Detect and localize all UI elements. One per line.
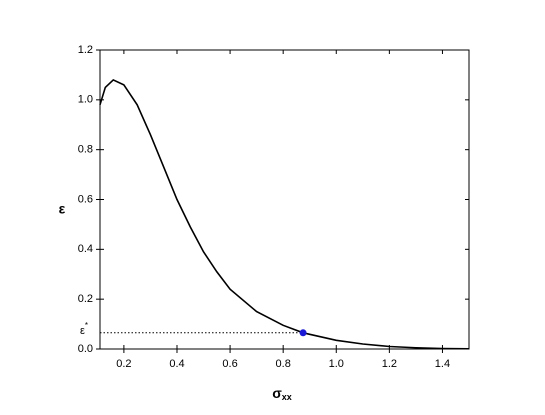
x-axis-title: σxx [272,385,292,403]
x-axis-title-main: σ [272,385,282,401]
plot-frame [99,49,470,350]
y-tick-label: 0.4 [78,243,93,255]
x-tick-label: 1.4 [435,358,450,370]
y-tick-label: 0.2 [78,293,93,305]
x-axis-title-sub: xx [282,392,292,402]
threshold-label-main: ε [80,325,85,337]
x-tick-label: 0.8 [276,358,291,370]
y-tick-label: 0.6 [78,193,93,205]
y-tick-label: 1.2 [78,44,93,56]
threshold-point [299,329,307,337]
curve [99,78,470,350]
y-tick-label: 1.0 [78,94,93,106]
x-tick-label: 1.0 [329,358,344,370]
x-tick-label: 1.2 [382,358,397,370]
y-tick-label: 0.0 [78,343,93,355]
x-tick-label: 0.6 [222,358,237,370]
x-tick-label: 0.2 [116,358,131,370]
threshold-label: ε* [80,321,88,337]
y-tick-label: 0.8 [78,144,93,156]
y-axis-title: ε [59,201,66,217]
threshold-label-sup: * [85,321,88,330]
x-tick-label: 0.4 [169,358,184,370]
